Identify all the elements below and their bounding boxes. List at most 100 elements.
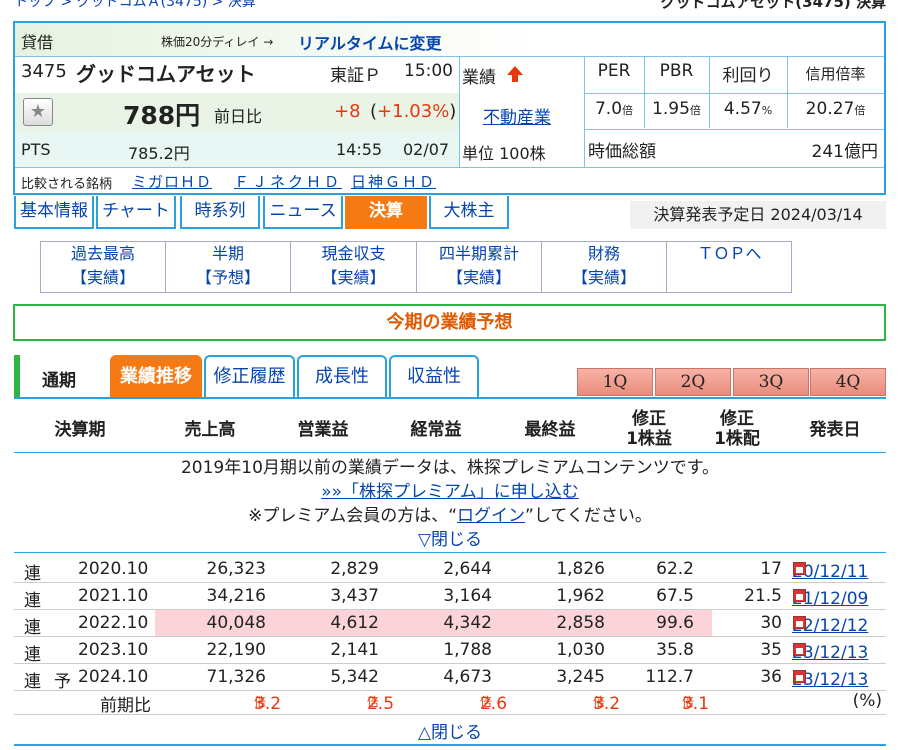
sales-value: 71,326 [206, 667, 266, 687]
pbr-value: 1.95倍 [652, 99, 701, 119]
header-sales: 売上高 [184, 420, 236, 440]
calendar-icon[interactable] [793, 670, 806, 683]
delay-note: 株価20分ディレイ → [161, 35, 274, 49]
tab-profitability[interactable]: 収益性 [389, 355, 479, 397]
section-title: 今期の業績予想 [13, 304, 886, 341]
ratio-ordinary: 2.6 倍 [479, 694, 508, 714]
compare-stock-3[interactable]: 日神ＧＨＤ [351, 173, 437, 191]
dividend-value: 30 [760, 613, 782, 633]
stock-price: 788円 [123, 101, 201, 130]
subnav-top[interactable]: ＴＯＰへ [697, 244, 762, 263]
quarter-3-button[interactable]: 3Q [733, 368, 809, 396]
operating-value: 3,437 [330, 586, 379, 606]
header-ordinary: 経常益 [410, 420, 462, 440]
login-link[interactable]: ログイン [457, 506, 526, 526]
earnings-date: 決算発表予定日 2024/03/14 [630, 201, 886, 229]
premium-signup-link[interactable]: »»「株探プレミアム」に申し込む [321, 482, 579, 502]
ordinary-value: 4,342 [443, 613, 492, 633]
ratio-operating: 2.5 倍 [366, 694, 395, 714]
yield-label: 利回り [722, 66, 774, 86]
sector-link[interactable]: 不動産業 [483, 108, 551, 128]
header-eps: 修正 1株益 [626, 409, 672, 449]
calendar-icon[interactable] [793, 643, 806, 656]
yoy-ratio-row: 前期比 3.2 倍 2.5 倍 2.6 倍 3.2 倍 3.1 倍 (%) [14, 688, 886, 716]
yield-value: 4.57% [723, 99, 773, 119]
announce-date-link[interactable]: 22/12/12 [792, 616, 869, 636]
compare-stock-2[interactable]: ＦＪネクＨＤ [234, 173, 343, 191]
eps-value: 67.5 [656, 586, 694, 606]
table-row: 連 2021.10 34,216 3,437 3,164 1,962 67.5 21.5 21/… [14, 583, 886, 611]
announce-date-link[interactable]: 20/12/11 [792, 562, 869, 582]
stock-name: グッドコムアセット [76, 62, 256, 86]
sub-navigation: 過去最高 【実績】 半期 【予想】 現金収支 【実績】 四半期累計 【実績】 財務 【実績… [40, 241, 792, 293]
quarter-4-button[interactable]: 4Q [810, 368, 886, 396]
table-row: 連 2023.10 22,190 2,141 1,788 1,030 35.8 35 23/12… [14, 637, 886, 665]
quarter-2-button[interactable]: 2Q [655, 368, 731, 396]
operating-value: 2,141 [330, 640, 379, 660]
lending-badge: 貸借 [21, 33, 54, 52]
price-change: +8 [334, 101, 361, 122]
fiscal-period: 2022.10 [78, 613, 149, 633]
quarter-1-button[interactable]: 1Q [577, 368, 653, 396]
tab-earnings[interactable]: 決算 [345, 196, 427, 229]
tab-revision-history[interactable]: 修正履歴 [204, 355, 295, 397]
net-value: 1,826 [556, 559, 605, 579]
subnav-record-high[interactable]: 過去最高 【実績】 [41, 242, 166, 292]
consolidated-flag: 連 [24, 618, 41, 638]
subnav-financials[interactable]: 財務 【実績】 [542, 242, 667, 292]
operating-value: 2,829 [330, 559, 379, 579]
net-value: 3,245 [556, 667, 605, 687]
eps-value: 35.8 [656, 640, 694, 660]
stock-code: 3475 [21, 61, 67, 82]
margin-label: 信用倍率 [805, 65, 866, 83]
tab-major-shareholders[interactable]: 大株主 [429, 196, 509, 229]
market: 東証Ｐ [330, 66, 381, 86]
announce-date-link[interactable]: 23/12/13 [792, 643, 869, 663]
calendar-icon[interactable] [793, 616, 806, 629]
margin-value: 20.27倍 [805, 99, 866, 119]
tab-growth[interactable]: 成長性 [297, 355, 387, 397]
close-toggle-bottom[interactable]: △閉じる [417, 723, 483, 743]
realtime-link[interactable]: リアルタイムに変更 [298, 34, 442, 53]
consolidated-flag: 連 [24, 672, 41, 692]
header-period: 決算期 [54, 420, 106, 440]
consolidated-flag: 連 [24, 645, 41, 665]
fiscal-period: 2023.10 [78, 640, 149, 660]
table-row: 連 2020.10 26,323 2,829 2,644 1,826 62.2 17 20/12… [14, 556, 886, 584]
sales-value: 34,216 [206, 586, 266, 606]
subnav-quarterly[interactable]: 四半期累計 【実績】 [417, 242, 542, 292]
forecast-flag: 予 [54, 672, 71, 692]
tab-chart[interactable]: チャート [96, 196, 176, 229]
unit-shares: 単位 100株 [462, 144, 546, 163]
favorite-star-icon[interactable]: ★ [23, 98, 53, 126]
compare-stock-1[interactable]: ミガロＨＤ [132, 173, 213, 191]
tab-timeseries[interactable]: 時系列 [180, 196, 260, 229]
period-label: 通期 [42, 371, 76, 391]
header-dividend: 修正 1株配 [714, 409, 760, 449]
mcap-label: 時価総額 [588, 142, 656, 162]
tab-news[interactable]: ニュース [263, 196, 343, 229]
subnav-cash-flow[interactable]: 現金収支 【実績】 [291, 242, 417, 292]
breadcrumb[interactable]: トップ > グッドコムＡ(3475) > 決算 [14, 0, 256, 10]
calendar-icon[interactable] [793, 562, 806, 575]
pts-price: 785.2円 [128, 144, 190, 163]
consolidated-flag: 連 [24, 564, 41, 584]
stock-info-panel: 貸借 株価20分ディレイ → リアルタイムに変更 3475 グッドコムアセット … [13, 21, 886, 195]
dividend-value: 17 [760, 559, 782, 579]
eps-value: 99.6 [656, 613, 694, 633]
change-label: 前日比 [214, 107, 263, 126]
tab-basic-info[interactable]: 基本情報 [14, 196, 94, 229]
calendar-icon[interactable] [793, 589, 806, 602]
fiscal-period: 2024.10 [78, 667, 149, 687]
subnav-half-year[interactable]: 半期 【予想】 [166, 242, 291, 292]
ratio-sales: 3.2 倍 [253, 694, 282, 714]
ordinary-value: 3,164 [443, 586, 492, 606]
net-value: 2,858 [556, 613, 605, 633]
tab-performance-trend[interactable]: 業績推移 [110, 355, 202, 397]
performance-up-icon [507, 66, 523, 82]
announce-date-link[interactable]: 23/12/13 [792, 670, 869, 690]
pbr-label: PBR [659, 61, 694, 81]
net-value: 1,962 [556, 586, 605, 606]
announce-date-link[interactable]: 21/12/09 [792, 589, 869, 609]
close-toggle-top[interactable]: ▽閉じる [417, 530, 483, 550]
